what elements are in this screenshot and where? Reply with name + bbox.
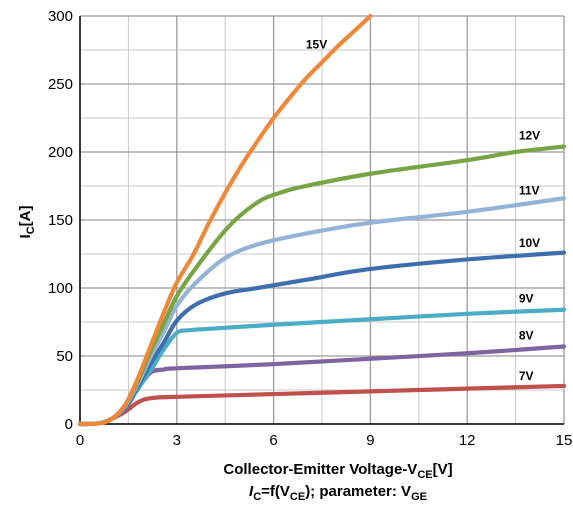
y-tick-label: 150 [48, 212, 73, 229]
series-label-11V: 11V [519, 184, 540, 198]
y-axis-title-main: I [17, 234, 34, 238]
x-tick-label: 15 [556, 432, 573, 449]
y-tick-label: 300 [48, 8, 73, 25]
x-tick-label: 0 [76, 432, 84, 449]
formula-main: I [249, 483, 254, 500]
series-label-15V: 15V [306, 38, 327, 52]
series-labels: 7V 8V 9V 10V 11V 12V 15V [306, 38, 540, 384]
x-axis-title-sub: CE [417, 469, 432, 481]
x-tick-label: 3 [173, 432, 181, 449]
series-label-8V: 8V [519, 329, 534, 343]
x-axis-title-prefix: Collector-Emitter Voltage-V [223, 461, 417, 478]
formula-sub1: C [253, 491, 261, 503]
series-line-15V [77, 13, 373, 427]
y-tick-label: 100 [48, 280, 73, 297]
series-label-10V: 10V [519, 236, 540, 250]
x-tick-label: 6 [269, 432, 277, 449]
series-label-7V: 7V [519, 369, 534, 383]
y-tick-label: 250 [48, 76, 73, 93]
y-tick-label: 200 [48, 144, 73, 161]
y-axis-title-sub: C [25, 226, 37, 234]
formula-caption: IC=f(VCE); parameter: VGE [249, 483, 427, 503]
formula-tail: ); parameter: V [305, 483, 411, 500]
y-tick-label: 50 [56, 348, 73, 365]
formula-mid: =f(V [261, 483, 290, 500]
axes [79, 16, 564, 425]
formula-sub3: GE [411, 491, 427, 503]
series-label-9V: 9V [519, 292, 534, 306]
x-tick-label: 9 [366, 432, 374, 449]
x-axis-title-suffix: [V] [433, 461, 453, 478]
x-tick-label: 12 [459, 432, 476, 449]
y-tick-label: 0 [65, 416, 73, 433]
series-label-12V: 12V [519, 129, 540, 143]
series-lines [77, 13, 567, 427]
formula-sub2: CE [290, 491, 305, 503]
y-axis-title: IC[A] [17, 206, 37, 239]
y-axis-title-suffix: [A] [17, 206, 34, 227]
x-axis-title: Collector-Emitter Voltage-VCE[V] [223, 461, 452, 481]
